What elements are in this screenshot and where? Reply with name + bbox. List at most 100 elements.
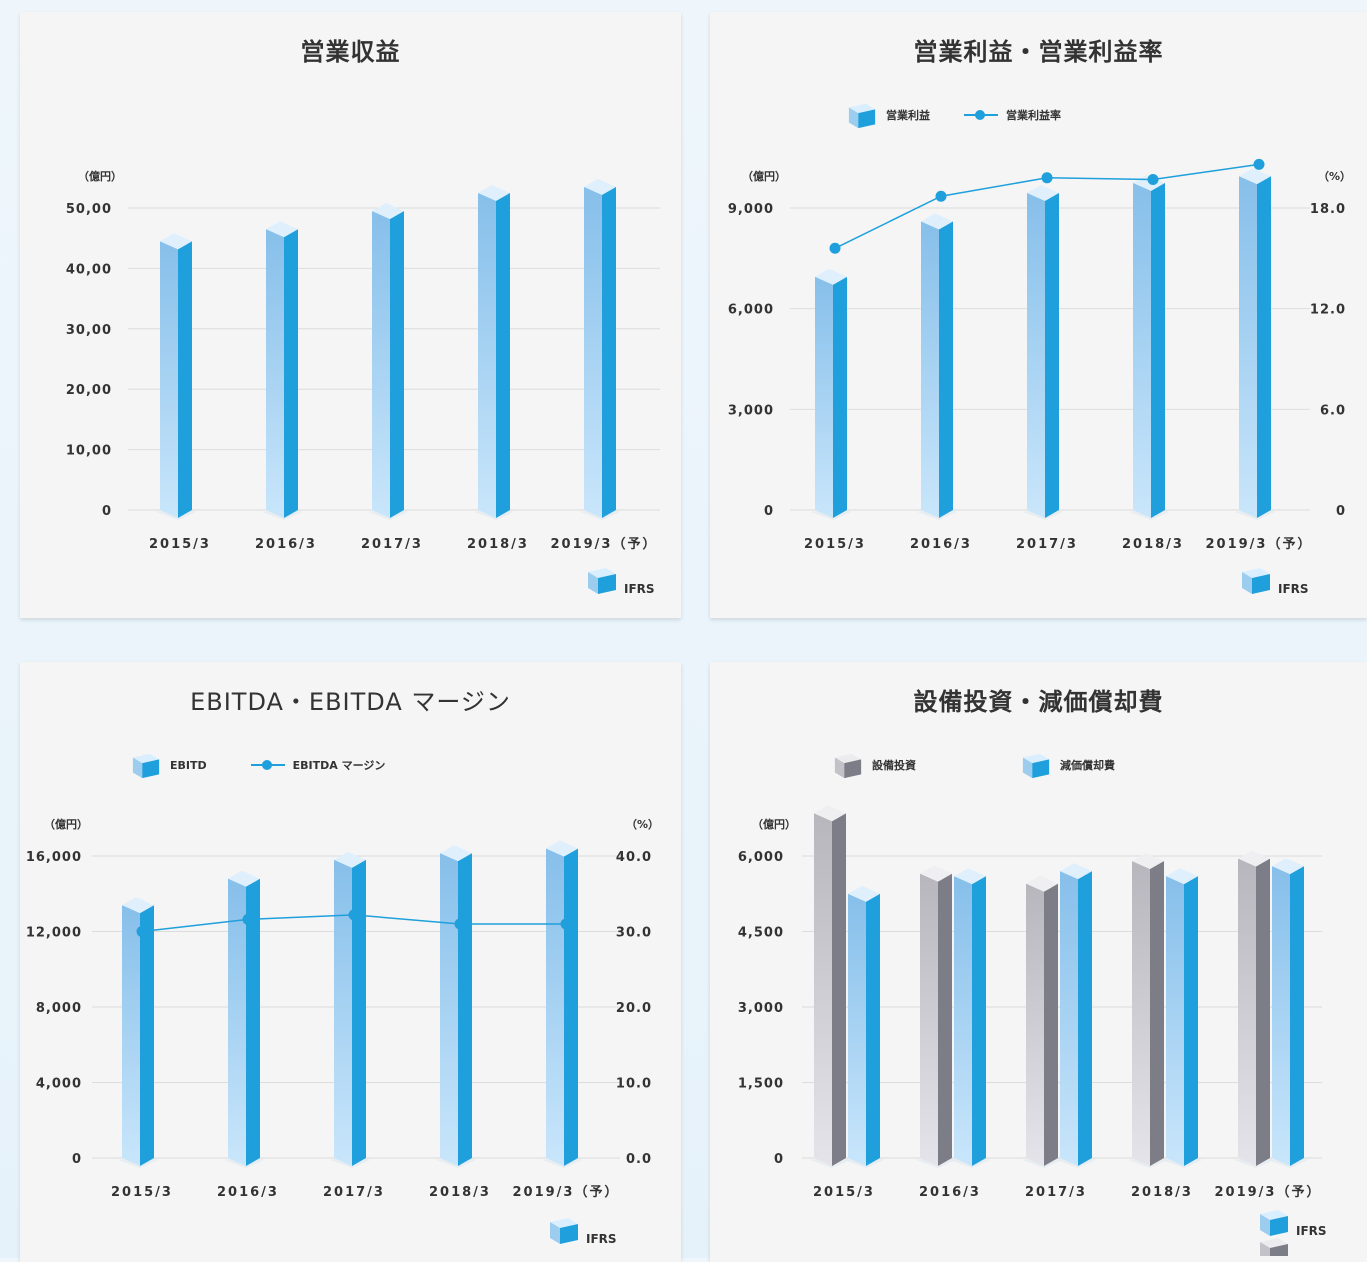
x-tick-label: 2015/3 (804, 537, 866, 552)
bar-0-3-side (496, 192, 510, 518)
bar-0-4-side (1256, 858, 1270, 1166)
y2-tick-label: 30.0 (616, 926, 652, 941)
bar-0-4-side (1257, 176, 1271, 518)
bar-0-2-side (1045, 192, 1059, 518)
ifrs-label: IFRS (586, 1232, 617, 1246)
legend-label: EBITD (170, 758, 207, 772)
x-tick-label: 2018/3 (1131, 1185, 1193, 1200)
bar-1-3-top (1166, 868, 1198, 885)
x-tick-label: 2017/3 (1025, 1185, 1087, 1200)
y-tick-label: 20,00 (66, 383, 112, 398)
bar-0-3 (440, 853, 458, 1166)
ifrs-legend: IFRS (1258, 1206, 1327, 1238)
bar-0-2 (1026, 883, 1044, 1166)
y-tick-label: 9,000 (728, 202, 774, 217)
x-tick-label: 2016/3 (217, 1185, 279, 1200)
y2-tick-label: 12.0 (1310, 303, 1346, 318)
bar-0-0 (122, 905, 140, 1166)
y-tick-label: 3,000 (738, 1001, 784, 1016)
bar-0-3-top (1132, 853, 1164, 870)
bar-1-0-top (848, 885, 880, 902)
bar-0-1 (920, 873, 938, 1166)
capex-depreciation-chart: 0 1,500 3,000 4,500 6,000 （億円） 2015/3 2016/3 201… (738, 805, 1322, 1200)
cube-icon (1242, 568, 1270, 594)
y-axis-unit: （億円） (78, 169, 122, 183)
bar-1-4-side (1290, 866, 1304, 1166)
y2-tick-label: 0.0 (626, 1152, 652, 1167)
y-tick-label: 4,000 (36, 1077, 82, 1092)
line-point (1041, 172, 1053, 184)
ifrs-label: IFRS (624, 582, 655, 596)
legend-label: 営業利益 (886, 109, 930, 122)
x-tick-label: 2018/3 (1122, 537, 1184, 552)
y-tick-label: 6,000 (738, 850, 784, 865)
bar-1-0 (848, 893, 866, 1166)
bar-0-0 (814, 813, 832, 1166)
ifrs-legend: IFRS (1240, 564, 1309, 596)
gray-bar-legend-icon (834, 753, 862, 779)
bar-0-0-side (178, 241, 192, 518)
x-tick-label: 2017/3 (361, 537, 423, 552)
x-tick-label: 2015/3 (813, 1185, 875, 1200)
bar-0-2-top (1027, 184, 1059, 201)
ifrs-label: IFRS (1278, 582, 1309, 596)
bar-0-0 (160, 241, 178, 518)
bar-1-2-side (1078, 871, 1092, 1166)
ebitda-chart: 0 0.0 4,000 10.0 8,000 20.0 12,000 30.0 16,000 40… (26, 817, 659, 1200)
bar-0-0 (815, 276, 833, 518)
legend-label: 減価償却費 (1060, 759, 1115, 772)
gray-cube-icon (1260, 1238, 1288, 1256)
y2-tick-label: 10.0 (616, 1077, 652, 1092)
bar-0-2-side (1044, 883, 1058, 1166)
y-axis-unit: （億円） (742, 169, 786, 183)
line-point (454, 918, 466, 930)
y-tick-label: 3,000 (728, 403, 774, 418)
x-tick-label: 2019/3（予） (551, 536, 658, 552)
bar-0-1-side (938, 873, 952, 1166)
bar-0-3-top (478, 184, 510, 201)
ebitda-panel: EBITDA・EBITDA マージン EBITD EBITDA マージン 0 0.… (20, 662, 681, 1262)
bar-0-2 (1027, 192, 1045, 518)
chart-title: 営業利益・営業利益率 (913, 38, 1164, 66)
operating-income-panel: 営業利益・営業利益率 営業利益 営業利益率 0 0 3,000 6.0 6,000 12.… (710, 12, 1367, 618)
bar-0-0-side (140, 905, 154, 1166)
cube-icon (550, 1218, 578, 1244)
operating-revenue-chart: 0 10,00 20,00 30,00 40,00 50,00 （億円） 2015/3 2016… (66, 169, 660, 552)
bar-0-0-top (815, 268, 847, 285)
x-tick-label: 2016/3 (255, 537, 317, 552)
cube-icon (1260, 1210, 1288, 1236)
bar-0-4 (584, 186, 602, 519)
y2-tick-label: 40.0 (616, 850, 652, 865)
chart-title: 営業収益 (300, 38, 401, 66)
legend-label: EBITDA マージン (292, 759, 386, 772)
legend-label: 営業利益率 (1006, 109, 1061, 122)
ifrs-legend: IFRS (586, 564, 655, 596)
y-tick-label: 6,000 (728, 303, 774, 318)
y-tick-label: 12,000 (26, 926, 82, 941)
bar-0-3-side (458, 853, 472, 1166)
x-tick-label: 2017/3 (323, 1185, 385, 1200)
bar-0-2-top (334, 851, 366, 868)
y-tick-label: 16,000 (26, 850, 82, 865)
x-tick-label: 2019/3（予） (1206, 536, 1313, 552)
capex-depreciation-panel: 設備投資・減価償却費 設備投資 減価償却費 0 1,500 3,000 4,500 6,… (710, 662, 1367, 1262)
ifrs-legend: IFRS (548, 1214, 617, 1246)
bar-0-0-side (833, 276, 847, 518)
x-tick-label: 2018/3 (429, 1185, 491, 1200)
line-legend-icon (964, 109, 998, 121)
chart-title: EBITDA・EBITDA マージン (190, 688, 511, 716)
y2-axis-unit: （%） (626, 818, 659, 831)
operating-revenue-panel: 営業収益 0 10,00 20,00 30,00 40,00 50,00 （億円） 2015/… (20, 12, 681, 618)
chart-legend: EBITD EBITDA マージン (130, 750, 385, 780)
ifrs-label: IFRS (1296, 1224, 1327, 1238)
bar-0-4 (546, 848, 564, 1166)
bar-0-3-side (1150, 861, 1164, 1166)
bar-0-1-side (246, 878, 260, 1166)
bar-1-1-side (972, 876, 986, 1166)
bar-0-4-side (602, 186, 616, 519)
bar-0-4-top (1239, 168, 1271, 185)
y-axis-unit: （億円） (752, 817, 796, 831)
y2-tick-label: 18.0 (1310, 202, 1346, 217)
chart-title: 設備投資・減価償却費 (913, 688, 1164, 716)
line-point (136, 926, 148, 937)
